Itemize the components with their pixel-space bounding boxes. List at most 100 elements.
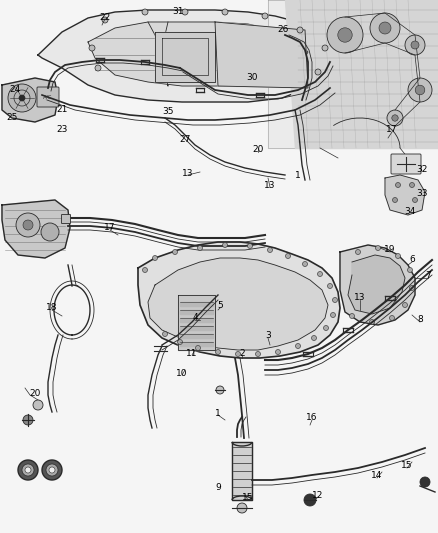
Polygon shape <box>180 326 213 330</box>
Circle shape <box>338 28 352 42</box>
Circle shape <box>411 41 419 49</box>
Circle shape <box>182 9 188 15</box>
Text: 15: 15 <box>401 462 413 471</box>
Polygon shape <box>180 310 213 314</box>
Text: 23: 23 <box>57 125 68 134</box>
Polygon shape <box>2 78 58 122</box>
Circle shape <box>236 351 240 357</box>
Circle shape <box>370 13 400 43</box>
Text: 17: 17 <box>104 223 116 232</box>
Circle shape <box>408 78 432 102</box>
Text: 31: 31 <box>172 7 184 17</box>
Text: 8: 8 <box>417 316 423 325</box>
Text: 21: 21 <box>57 106 68 115</box>
Polygon shape <box>38 10 332 102</box>
Polygon shape <box>148 258 328 350</box>
Text: 32: 32 <box>416 166 427 174</box>
Polygon shape <box>178 295 215 350</box>
Circle shape <box>195 345 201 351</box>
Text: 19: 19 <box>384 246 396 254</box>
Text: 30: 30 <box>246 74 258 83</box>
Circle shape <box>387 110 403 126</box>
Text: 33: 33 <box>416 189 428 198</box>
Polygon shape <box>385 175 425 215</box>
FancyBboxPatch shape <box>37 87 59 107</box>
Circle shape <box>49 467 55 473</box>
Polygon shape <box>180 334 213 338</box>
Circle shape <box>396 254 400 259</box>
Text: 4: 4 <box>192 313 198 322</box>
Text: 25: 25 <box>6 114 18 123</box>
Text: 35: 35 <box>162 108 174 117</box>
Circle shape <box>296 343 300 349</box>
Text: 11: 11 <box>186 349 198 358</box>
Circle shape <box>223 243 227 247</box>
Text: 9: 9 <box>215 483 221 492</box>
Circle shape <box>396 182 400 188</box>
Circle shape <box>410 286 414 290</box>
Circle shape <box>215 350 220 354</box>
Circle shape <box>318 271 322 277</box>
Circle shape <box>25 467 31 473</box>
Circle shape <box>405 35 425 55</box>
Polygon shape <box>88 22 308 86</box>
Circle shape <box>89 45 95 51</box>
Circle shape <box>327 17 363 53</box>
Text: 26: 26 <box>277 26 289 35</box>
Circle shape <box>392 115 398 121</box>
Circle shape <box>142 9 148 15</box>
Circle shape <box>255 351 261 357</box>
Text: 20: 20 <box>252 146 264 155</box>
Polygon shape <box>348 255 405 314</box>
Circle shape <box>311 335 317 341</box>
Text: 15: 15 <box>242 494 254 503</box>
Circle shape <box>286 254 290 259</box>
Circle shape <box>237 503 247 513</box>
Circle shape <box>413 198 417 203</box>
Text: 27: 27 <box>179 135 191 144</box>
Circle shape <box>297 27 303 33</box>
Text: 13: 13 <box>354 294 366 303</box>
Text: 17: 17 <box>386 125 398 134</box>
Circle shape <box>350 313 354 319</box>
Circle shape <box>415 85 425 95</box>
Text: 1: 1 <box>215 408 221 417</box>
Circle shape <box>303 262 307 266</box>
Circle shape <box>324 326 328 330</box>
Text: 1: 1 <box>295 172 301 181</box>
Circle shape <box>247 244 252 248</box>
Circle shape <box>356 249 360 254</box>
Circle shape <box>375 246 381 251</box>
Text: 22: 22 <box>99 13 111 22</box>
Circle shape <box>410 182 414 188</box>
Circle shape <box>403 303 407 308</box>
Circle shape <box>46 464 58 476</box>
Text: 12: 12 <box>312 491 324 500</box>
Circle shape <box>22 464 34 476</box>
Circle shape <box>268 247 272 253</box>
Text: 10: 10 <box>176 368 188 377</box>
Circle shape <box>177 340 183 344</box>
Circle shape <box>162 332 167 336</box>
Text: 20: 20 <box>29 389 41 398</box>
Text: A/C: A/C <box>43 94 53 100</box>
Circle shape <box>379 22 391 34</box>
Text: 5: 5 <box>217 302 223 311</box>
Circle shape <box>198 246 202 251</box>
Polygon shape <box>340 245 415 325</box>
Text: 3: 3 <box>265 332 271 341</box>
Circle shape <box>33 400 43 410</box>
Circle shape <box>331 312 336 318</box>
Text: 2: 2 <box>239 349 245 358</box>
Text: 24: 24 <box>9 85 21 94</box>
Circle shape <box>315 69 321 75</box>
Circle shape <box>42 460 62 480</box>
Circle shape <box>102 17 108 23</box>
Circle shape <box>420 477 430 487</box>
Polygon shape <box>138 242 340 358</box>
Polygon shape <box>180 342 213 346</box>
Circle shape <box>19 95 25 101</box>
Text: 16: 16 <box>306 414 318 423</box>
Polygon shape <box>215 22 308 88</box>
Text: 34: 34 <box>404 207 416 216</box>
